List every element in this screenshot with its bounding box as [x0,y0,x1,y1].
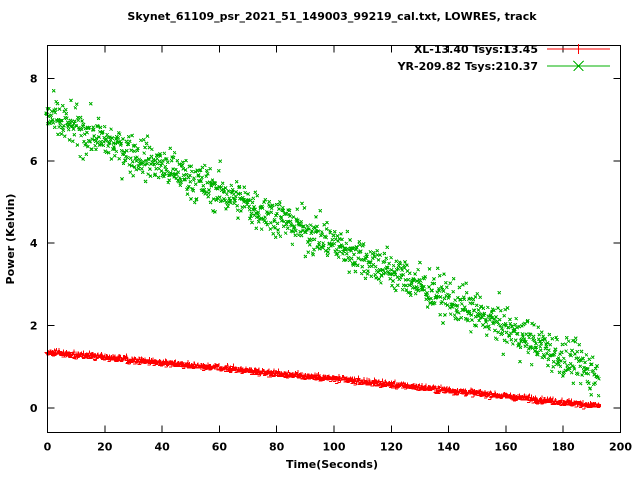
chart-legend: XL-13.40 Tsys:13.45 YR-209.82 Tsys:210.3… [397,43,610,73]
x-tick-label: 120 [380,441,403,454]
chart-title: Skynet_61109_psr_2021_51_149003_99219_ca… [127,10,537,23]
y-tick-label: 4 [30,237,38,250]
x-tick-label: 160 [494,441,517,454]
series-point-cloud [44,347,601,410]
x-tick-label: 180 [552,441,575,454]
data-series-layer [44,88,601,410]
x-tick-label: 80 [269,441,285,454]
series-xl-points [44,347,601,410]
x-tick-label: 20 [97,441,113,454]
y-tick-label: 2 [30,319,38,332]
series-point-cloud [44,88,601,398]
legend-sample-1 [547,60,610,72]
y-axis-label: Power (Kelvin) [4,194,17,285]
x-tick-label: 40 [154,441,170,454]
legend-plus-marker-icon [573,44,584,54]
x-tick-label: 0 [44,441,52,454]
y-axis-ticks: 0 2 4 6 8 [30,72,621,415]
y-tick-label: 0 [30,402,38,415]
legend-cross-marker-icon [573,60,584,72]
x-tick-label: 60 [212,441,228,454]
y-tick-label: 6 [30,155,38,168]
legend-entry-label-1: YR-209.82 Tsys:210.37 [397,60,538,73]
plot-frame [47,45,621,433]
legend-sample-0 [547,44,610,54]
y-tick-label: 8 [30,72,38,85]
x-axis-label: Time(Seconds) [286,458,378,471]
series-yr-points [44,88,601,398]
x-tick-label: 200 [609,441,632,454]
x-tick-label: 100 [323,441,346,454]
x-tick-label: 140 [437,441,460,454]
legend-entry-label-0: XL-13.40 Tsys:13.45 [414,43,538,56]
